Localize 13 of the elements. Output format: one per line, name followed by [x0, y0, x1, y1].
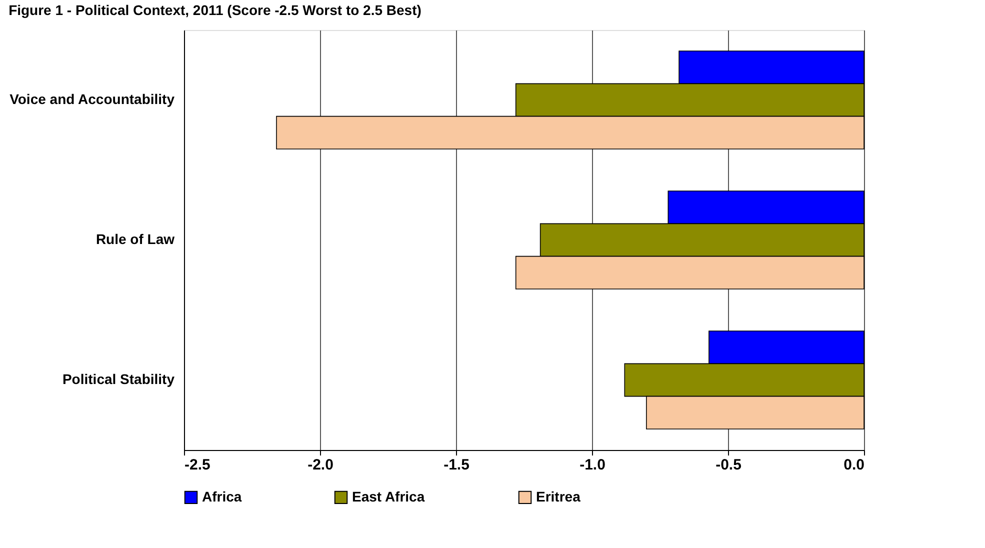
y-tick-label: Voice and Accountability: [10, 91, 175, 107]
x-tick-label: 0.0: [844, 456, 864, 474]
x-tick-label: -2.0: [308, 456, 334, 474]
x-tick-label: -2.5: [184, 456, 210, 474]
legend-label: East Africa: [352, 488, 425, 504]
y-tick-label: Political Stability: [62, 371, 175, 387]
y-tick-label: Rule of Law: [96, 231, 175, 247]
x-tick-label: -0.5: [716, 456, 742, 474]
x-tick-label: -1.5: [444, 456, 470, 474]
chart-title: Figure 1 - Political Context, 2011 (Score -2.5 Worst to 2.5 Best): [8, 2, 422, 18]
x-tick-label: -1.0: [580, 456, 606, 474]
legend-label: Eritrea: [536, 488, 581, 504]
legend-label: Africa: [202, 488, 242, 504]
